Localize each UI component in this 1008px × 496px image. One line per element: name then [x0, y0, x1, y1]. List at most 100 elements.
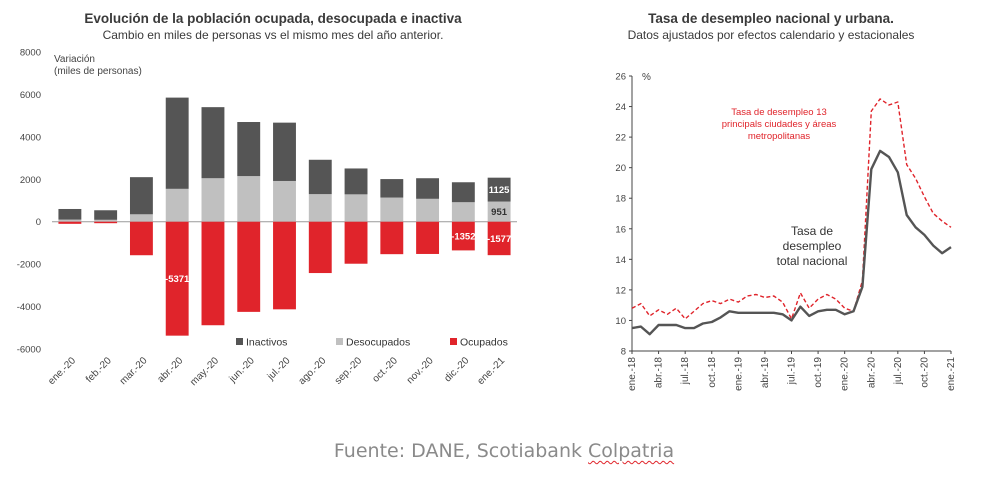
- y-tick-label: 20: [615, 163, 626, 174]
- bar-ocupados: [273, 221, 296, 310]
- x-tick-label: jul.-19: [787, 357, 798, 386]
- bar-inactivos: [416, 178, 440, 199]
- right-chart-title: Tasa de desempleo nacional y urbana.: [648, 11, 894, 26]
- y-tick-label: 4000: [20, 132, 41, 143]
- x-tick-label: abr.-20: [156, 355, 186, 385]
- x-tick-label: ene.-21: [475, 355, 507, 387]
- legend-label: Desocupados: [346, 337, 410, 349]
- bar-desocupados: [308, 194, 332, 222]
- bar-ocupados: [308, 221, 332, 274]
- x-tick-label: ene.-19: [733, 357, 744, 391]
- bar-desocupados: [58, 219, 82, 222]
- y-tick-label: 8: [621, 347, 626, 358]
- left-data-labels: 1125 951 -5371 -1352 -1577: [165, 185, 511, 285]
- annotation-nacional: desempleo: [783, 239, 842, 253]
- line-chart: Tasa de desempleo nacional y urbana. Dat…: [615, 11, 957, 391]
- left-chart-subtitle: Cambio en miles de personas vs el mismo …: [103, 28, 444, 42]
- x-tick-label: abr.-18: [654, 357, 665, 389]
- bar-ocupados: [129, 221, 153, 256]
- x-tick-label: mar.-20: [118, 355, 150, 387]
- left-bars: [58, 97, 511, 336]
- annotation-nacional: Tasa de: [791, 224, 833, 238]
- y-axis-label: (miles de personas): [54, 66, 142, 77]
- bar-desocupados: [201, 178, 225, 222]
- data-label: 1125: [489, 185, 510, 196]
- data-label: 951: [491, 207, 508, 218]
- unit-label: %: [642, 72, 651, 83]
- y-tick-label: 2000: [20, 175, 41, 186]
- bar-ocupados: [165, 221, 189, 336]
- bar-ocupados: [380, 221, 404, 255]
- bar-ocupados: [344, 221, 368, 264]
- legend-label: Inactivos: [246, 337, 287, 349]
- y-tick-label: 6000: [20, 90, 41, 101]
- data-label: -1577: [487, 234, 511, 245]
- bar-desocupados: [416, 198, 440, 222]
- x-tick-label: oct.-20: [919, 357, 930, 388]
- y-tick-label: 14: [615, 255, 626, 266]
- annotation-nacional: total nacional: [777, 254, 848, 268]
- bar-desocupados: [129, 214, 153, 222]
- bar-inactivos: [487, 177, 511, 202]
- bar-ocupados: [237, 221, 261, 312]
- y-tick-label: 8000: [20, 48, 41, 59]
- bar-ocupados: [201, 221, 225, 326]
- bar-inactivos: [451, 182, 475, 203]
- bar-desocupados: [380, 197, 404, 222]
- series-line-nacional: [631, 149, 952, 336]
- y-tick-label: 10: [615, 316, 626, 327]
- bar-inactivos: [201, 107, 225, 179]
- series-line-urbana: [631, 98, 952, 320]
- y-tick-label: -4000: [17, 302, 41, 313]
- x-tick-label: jul.-20: [265, 355, 293, 383]
- x-tick-label: nov.-20: [405, 355, 436, 386]
- x-tick-label: ago.-20: [297, 355, 329, 387]
- x-tick-label: oct.-18: [707, 357, 718, 388]
- bar-desocupados: [344, 194, 368, 222]
- y-tick-label: 0: [36, 217, 41, 228]
- bar-inactivos: [344, 168, 368, 195]
- y-axis-label: Variación: [54, 54, 95, 65]
- bar-inactivos: [165, 97, 189, 189]
- y-tick-label: 22: [615, 133, 626, 144]
- y-tick-label: 16: [615, 224, 626, 235]
- left-chart-title: Evolución de la población ocupada, desoc…: [84, 11, 462, 26]
- y-tick-label: -2000: [17, 260, 41, 271]
- bar-ocupados: [487, 221, 511, 256]
- x-tick-label: abr.-20: [866, 357, 877, 389]
- left-legend: Inactivos Desocupados Ocupados: [236, 337, 508, 349]
- bar-desocupados: [237, 176, 261, 222]
- legend-swatch: [236, 338, 243, 345]
- x-tick-label: abr.-19: [760, 357, 771, 389]
- y-tick-label: 12: [615, 285, 626, 296]
- bar-inactivos: [380, 179, 404, 198]
- bar-inactivos: [94, 210, 118, 220]
- x-tick-label: ene.-18: [627, 357, 638, 391]
- bar-desocupados: [94, 219, 118, 222]
- x-tick-label: jul.-18: [680, 357, 691, 386]
- legend-swatch: [450, 338, 457, 345]
- bar-desocupados: [165, 188, 189, 222]
- y-tick-label: 18: [615, 194, 626, 205]
- right-chart-subtitle: Datos ajustados por efectos calendario y…: [628, 28, 915, 42]
- right-axes: 26 24 22 20 18 16 14 12 10 8% ene.-18 abr.-18 jul.-1…: [615, 72, 957, 391]
- annotation-urbana: principals ciudades y áreas: [722, 119, 837, 130]
- data-label: -1352: [451, 232, 475, 243]
- legend-label: Ocupados: [460, 337, 508, 349]
- x-tick-label: oct.-20: [371, 355, 401, 385]
- source-underlined: Colpatria: [588, 440, 675, 462]
- bar-inactivos: [58, 208, 82, 220]
- bar-desocupados: [451, 202, 475, 222]
- annotation-urbana: metropolitanas: [748, 131, 811, 142]
- x-tick-label: feb.-20: [84, 355, 114, 385]
- x-tick-label: ene.-20: [46, 355, 78, 387]
- x-tick-label: dic.-20: [442, 355, 471, 384]
- bar-inactivos: [308, 159, 332, 195]
- right-lines: [631, 98, 952, 336]
- bar-inactivos: [237, 122, 261, 177]
- data-label: -5371: [165, 274, 190, 285]
- y-tick-label: -6000: [17, 345, 41, 356]
- bar-ocupados: [451, 221, 475, 251]
